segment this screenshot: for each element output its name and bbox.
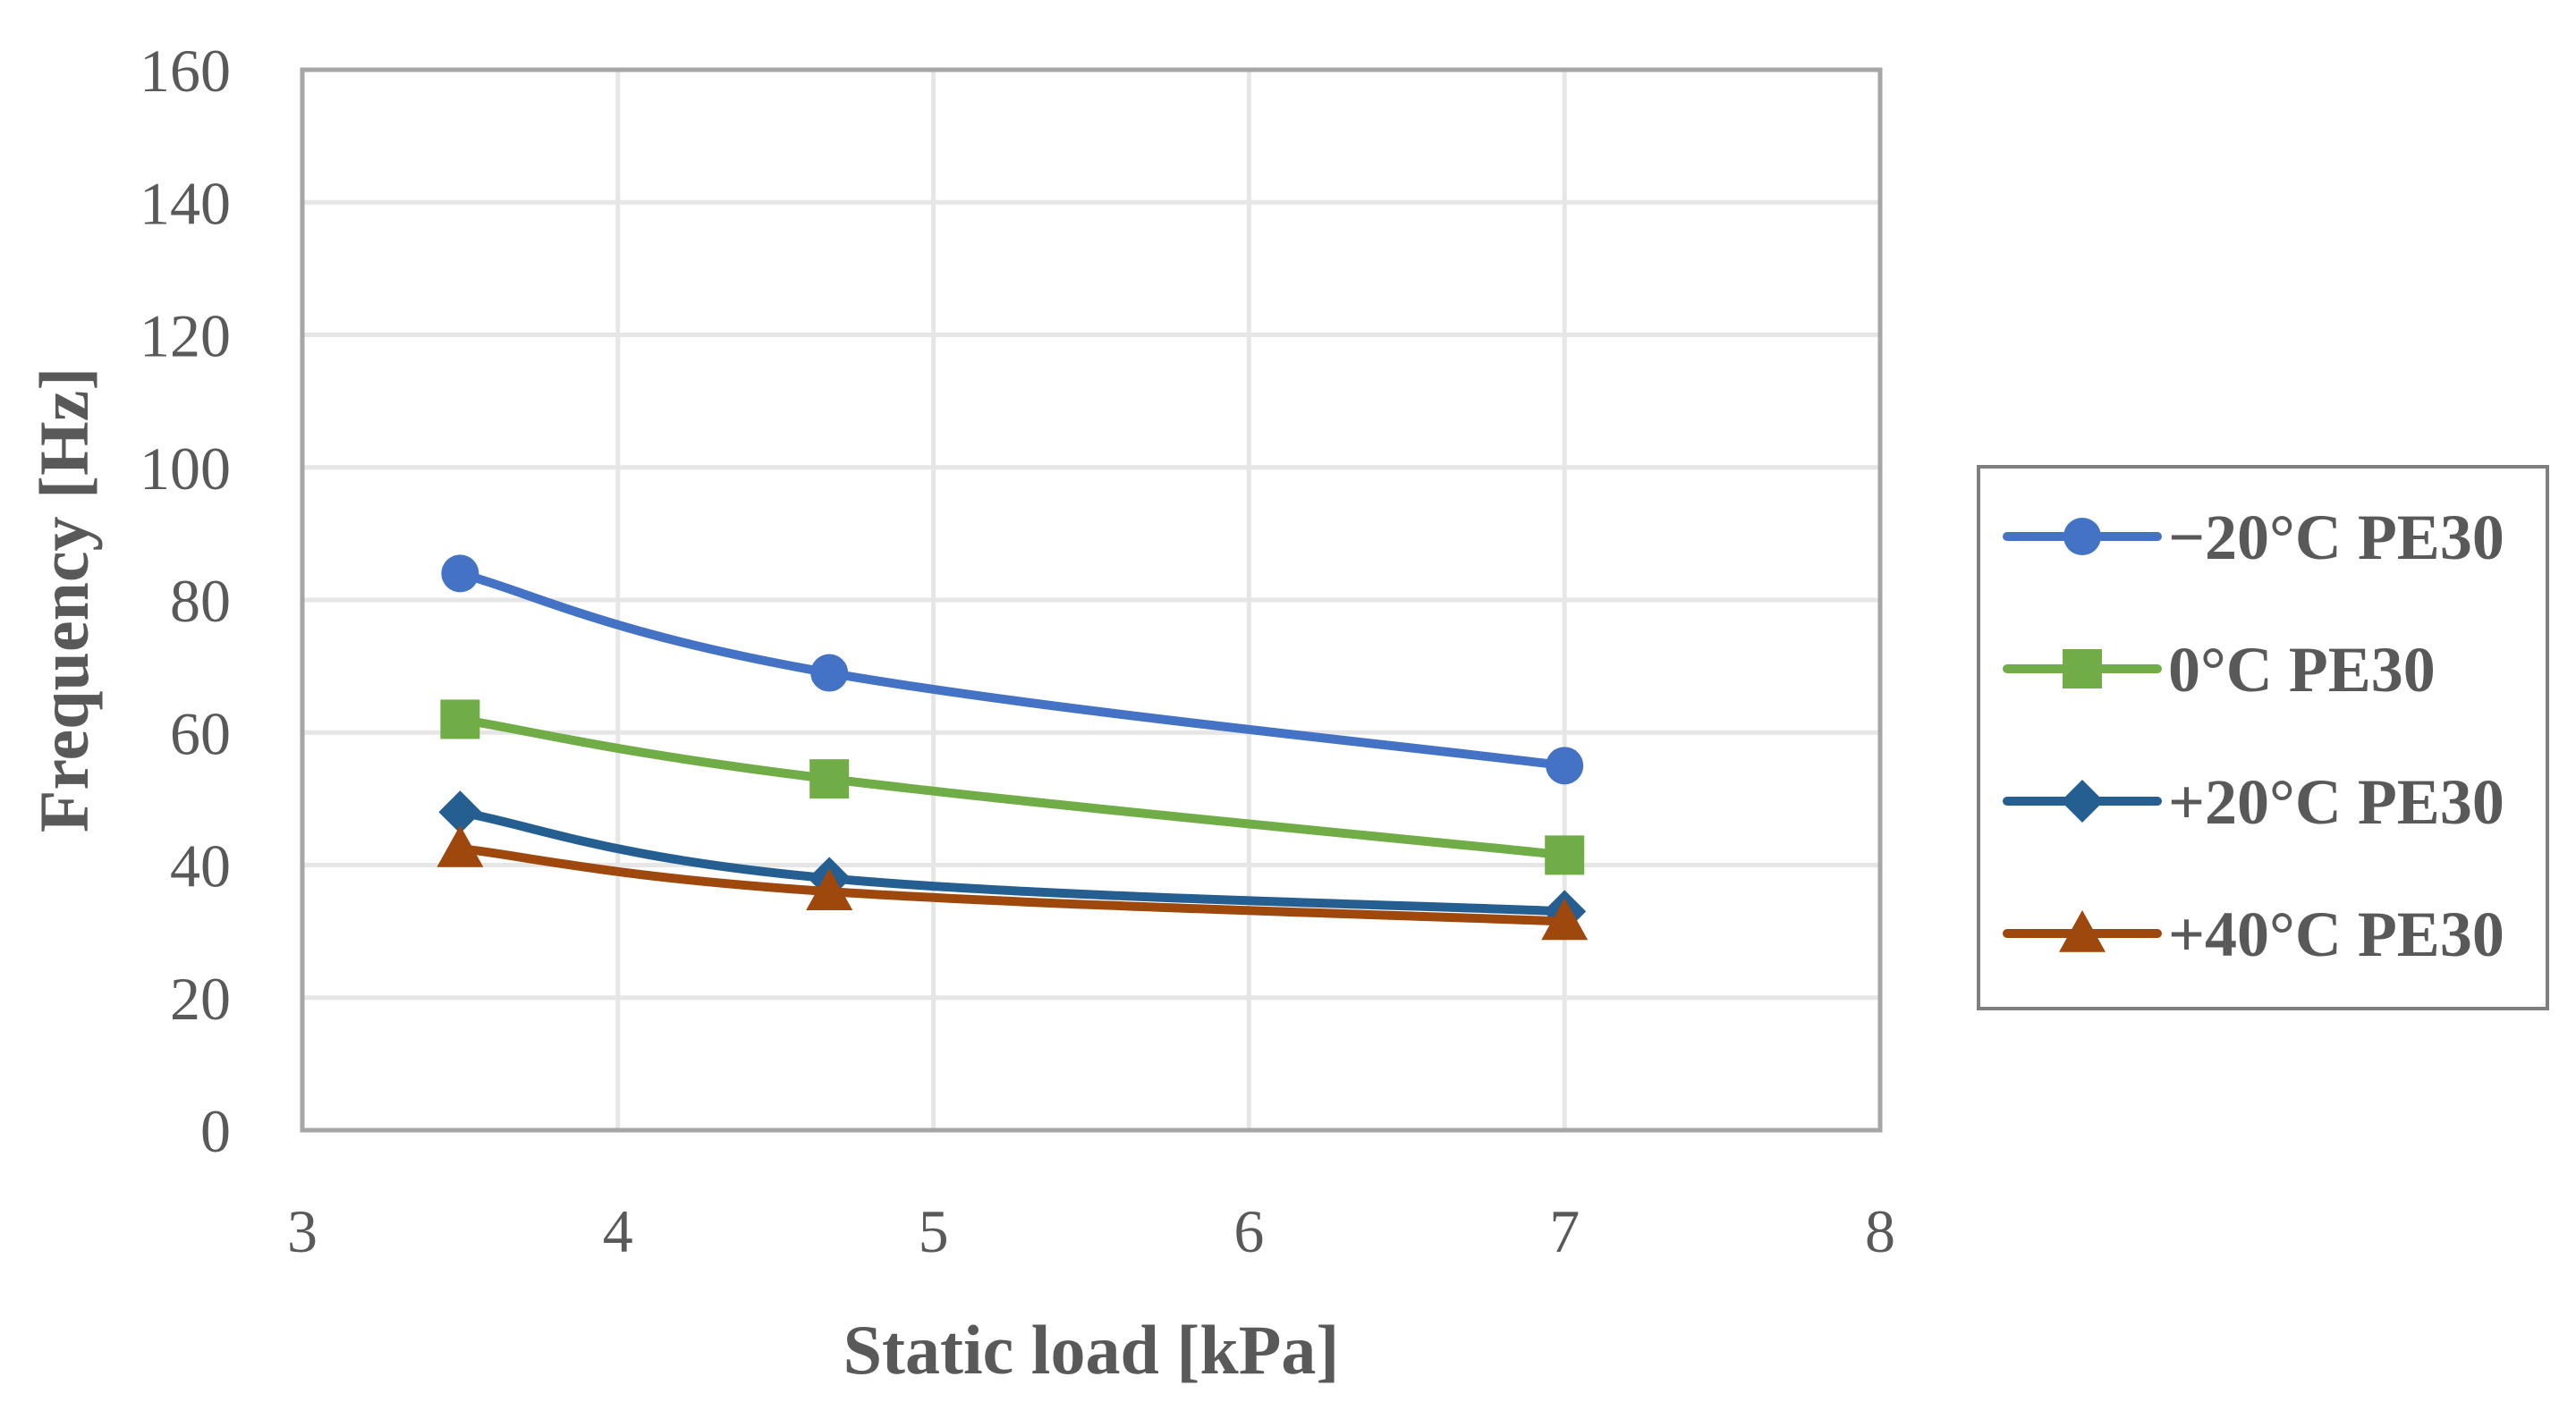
y-axis-title: Frequency [Hz]	[25, 367, 103, 833]
tick-labels: 0 20 40 60 80 100 120 140 160 3 4 5 6 7 8	[140, 37, 1895, 1265]
data-point-triangle	[1541, 898, 1589, 941]
legend-marker-circle	[2063, 518, 2101, 555]
legend-label: +20°C PE30	[2168, 766, 2504, 838]
data-point-circle	[441, 554, 479, 593]
plot-area-border	[300, 67, 1883, 1133]
legend-item: −20°C PE30	[2003, 502, 2504, 573]
data-point-diamond	[438, 790, 482, 834]
data-point-square	[1545, 835, 1585, 875]
y-tick-label: 60	[170, 699, 231, 767]
legend-label: 0°C PE30	[2168, 634, 2436, 705]
y-tick-label: 40	[170, 832, 231, 900]
data-point-circle	[1546, 747, 1584, 785]
y-tick-label: 0	[200, 1097, 231, 1165]
series-line	[455, 714, 1570, 860]
legend-items: −20°C PE30 0°C PE30 +20°C PE30 +40°C PE30	[2003, 502, 2504, 970]
data-point-triangle	[806, 868, 853, 910]
series-layer	[436, 554, 1589, 941]
data-point-square	[809, 759, 850, 799]
legend: −20°C PE30 0°C PE30 +20°C PE30 +40°C PE30	[1977, 465, 2549, 1010]
data-point-triangle	[436, 824, 484, 867]
legend-box	[1977, 465, 2549, 1010]
x-tick-label: 4	[603, 1197, 633, 1265]
y-tick-label: 160	[140, 37, 231, 105]
x-tick-label: 6	[1233, 1197, 1264, 1265]
series-line	[455, 843, 1570, 926]
data-point-square	[440, 699, 480, 739]
legend-item: 0°C PE30	[2003, 634, 2436, 705]
legend-label: +40°C PE30	[2168, 899, 2504, 970]
y-tick-label: 120	[140, 302, 231, 370]
series-3	[438, 790, 1587, 933]
y-tick-label: 20	[170, 965, 231, 1033]
x-axis-title: Static load [kPa]	[843, 1311, 1340, 1389]
legend-item: +40°C PE30	[2003, 899, 2504, 970]
legend-item: +20°C PE30	[2003, 766, 2504, 838]
x-tick-label: 3	[287, 1197, 318, 1265]
legend-marker-diamond	[2061, 780, 2104, 823]
y-tick-label: 80	[170, 567, 231, 635]
series-line	[455, 569, 1570, 771]
series-4	[436, 824, 1589, 941]
y-tick-label: 100	[140, 435, 231, 503]
series-1	[441, 554, 1584, 785]
data-point-circle	[810, 654, 849, 692]
legend-label: −20°C PE30	[2168, 502, 2504, 573]
series-line	[455, 807, 1570, 916]
legend-marker-triangle	[2059, 910, 2106, 952]
x-tick-label: 5	[919, 1197, 949, 1265]
y-tick-label: 140	[140, 169, 231, 237]
series-2	[440, 699, 1585, 875]
x-tick-label: 8	[1865, 1197, 1895, 1265]
x-tick-label: 7	[1549, 1197, 1580, 1265]
legend-marker-square	[2063, 649, 2102, 688]
